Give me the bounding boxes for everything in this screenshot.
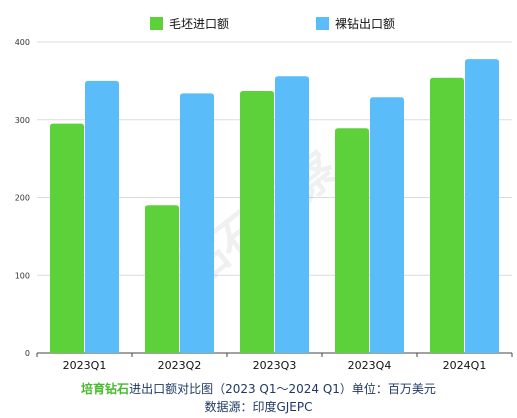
bar <box>335 128 369 353</box>
legend-swatch <box>316 17 329 30</box>
bar <box>85 80 119 353</box>
y-tick-label: 400 <box>15 38 30 47</box>
x-tick-label: 2023Q1 <box>63 359 107 372</box>
y-tick-label: 200 <box>15 194 30 203</box>
legend-swatch <box>150 17 163 30</box>
caption-text: 进出口额对比图（2023 Q1～2024 Q1）单位：百万美元 <box>129 382 436 396</box>
bar <box>50 123 84 353</box>
bar <box>370 97 404 353</box>
x-tick-label: 2023Q4 <box>348 359 392 372</box>
data-source: 数据源：印度GJEPC <box>204 400 313 414</box>
legend-label: 裸钻出口额 <box>335 16 395 31</box>
bar <box>465 59 499 353</box>
bar <box>430 77 464 353</box>
y-tick-label: 300 <box>15 116 30 125</box>
bar <box>275 76 309 354</box>
x-tick-label: 2023Q2 <box>158 359 202 372</box>
x-tick-label: 2023Q3 <box>253 359 297 372</box>
chart-caption: 培育钻石进出口额对比图（2023 Q1～2024 Q1）单位：百万美元 <box>0 380 517 397</box>
bar <box>240 90 274 354</box>
y-tick-label: 0 <box>25 349 30 358</box>
x-tick-label: 2024Q1 <box>443 359 487 372</box>
legend-label: 毛坯进口额 <box>169 17 229 31</box>
caption-highlight: 培育钻石 <box>81 382 130 396</box>
bar <box>145 205 179 353</box>
y-tick-label: 100 <box>15 271 30 280</box>
bar <box>180 93 214 353</box>
bar-chart: 0100200300400钻石观察2023Q12023Q22023Q32023Q… <box>15 16 513 372</box>
